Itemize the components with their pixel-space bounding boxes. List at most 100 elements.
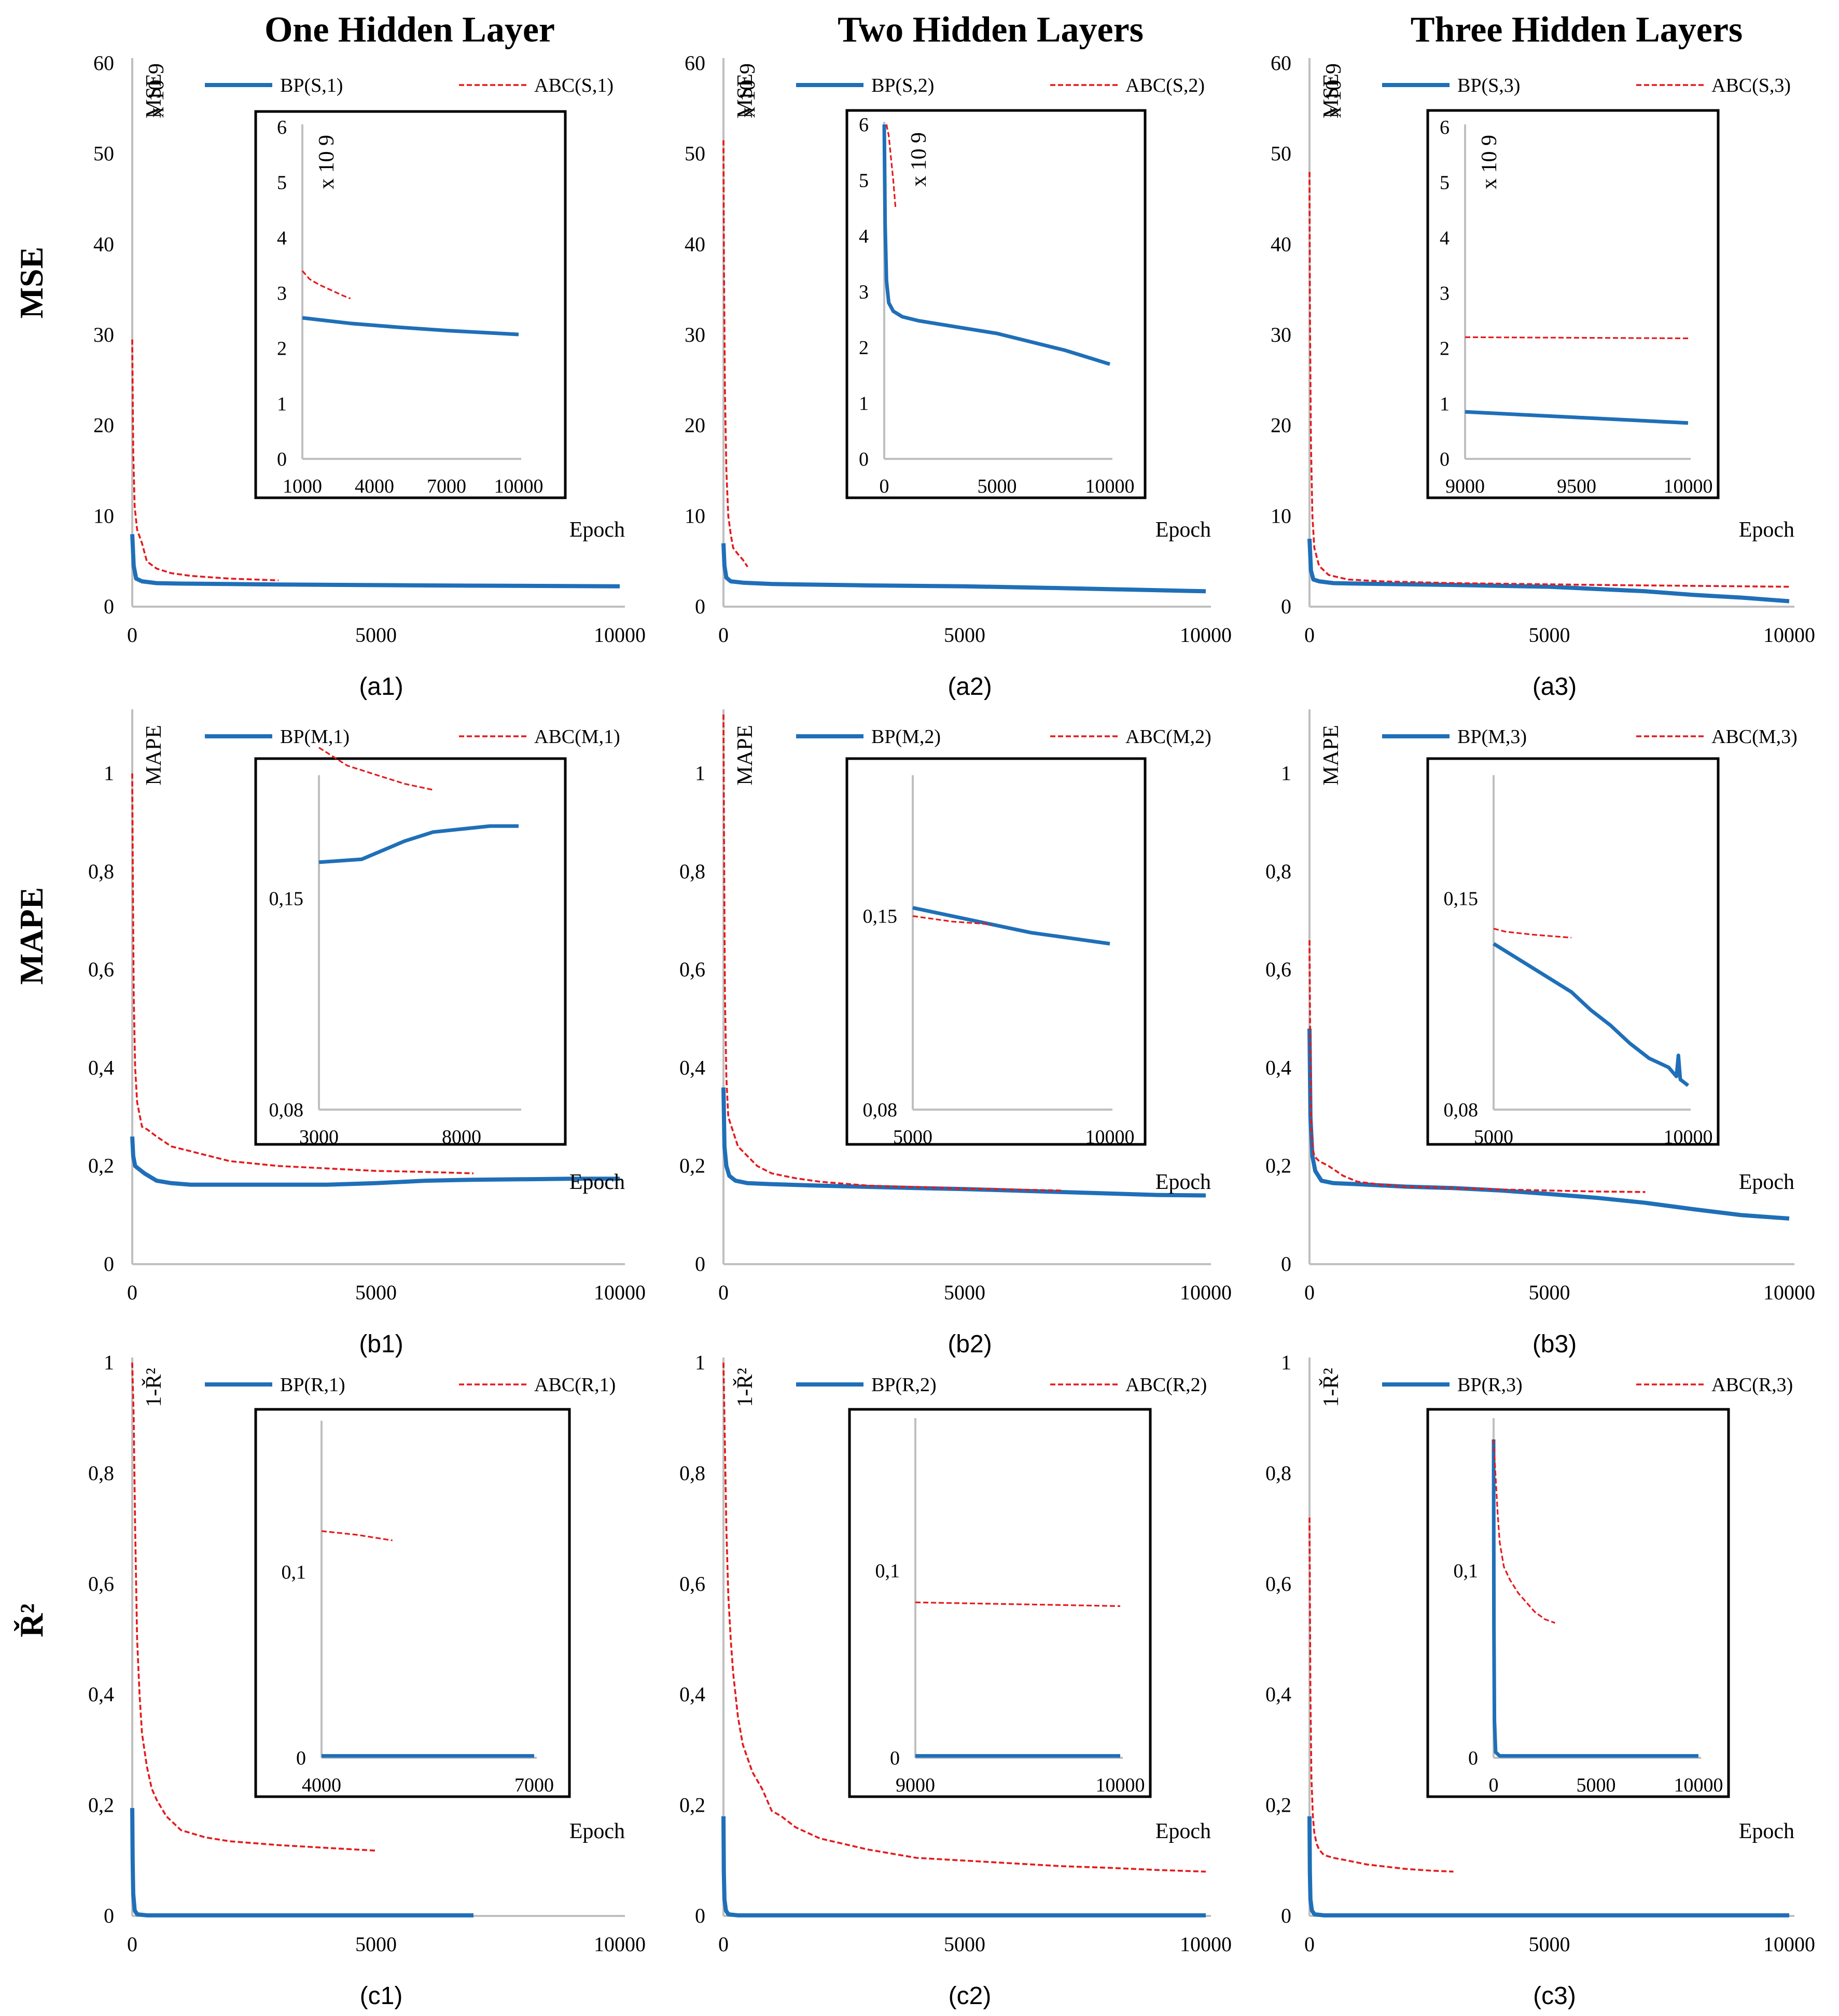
c2-inset: 0 0,1 9000 10000 [848,1408,1152,1798]
a3-abc-line [1308,172,1790,588]
b2-y-tick-label: 0,8 [679,860,705,883]
b1-y-tick-label: 0,8 [88,860,114,883]
c1-x-tick-label: 0 [127,1933,137,1956]
c2-y-tick-label: 1 [695,1351,705,1374]
b2-x-tick-label: 0 [718,1281,729,1304]
b3-inset-y-tick-label: 0,08 [1444,1099,1479,1121]
a2-x-axis-label: Epoch [1155,518,1211,542]
c3-y-tick-label: 0,2 [1265,1794,1291,1817]
a1-inset-y-tick-label: 2 [277,338,287,360]
c2-x-tick-label: 0 [718,1933,729,1956]
a2-inset-y-tick-label: 4 [859,226,869,247]
c1-y-tick-label: 0,4 [88,1683,114,1706]
c1-inset-abc-line [321,1530,393,1542]
b1-panel-label: (b1) [359,1331,403,1358]
b2-y-tick-label: 0,6 [679,958,705,981]
b1-inset-y-tick-label: 0,08 [269,1099,304,1121]
panel-c1: 0 0,2 0,4 0,6 0,8 1 0 5000 10000 1-Ř² Epoch (c1) BP(… [88,1351,646,2010]
a3-inset-x-tick-label: 9000 [1445,475,1485,497]
a1-legend-abc-label: ABC(S,1) [534,75,614,96]
a1-inset-abc-line [301,270,351,300]
a1-y-tick-label: 40 [93,232,114,256]
c3-y-tick-label: 0,4 [1265,1683,1291,1706]
a3-y-tick-label: 60 [1271,51,1291,75]
a1-scale-label: x 10 9 [145,63,169,118]
b2-y-axis-label: MAPE [733,725,757,786]
b2-abc-line [722,714,1062,1192]
row-title-mape: MAPE [13,887,50,985]
row-title-r2: Ř² [13,1603,50,1637]
b1-inset-bp-line [318,824,519,864]
b1-inset-abc-line [318,747,434,791]
b3-inset-y-tick-label: 0,15 [1444,888,1479,910]
a1-y-tick-label: 20 [93,414,114,437]
a2-inset-frame [845,109,1147,499]
b1-x-tick-label: 10000 [594,1281,646,1304]
c3-x-tick-label: 0 [1304,1933,1315,1956]
c1-y-tick-label: 0,6 [88,1572,114,1595]
c3-inset: 0 0,1 0 5000 10000 [1426,1408,1730,1798]
b1-x-tick-label: 5000 [355,1281,397,1304]
b3-abc-line [1308,940,1646,1193]
a2-inset-y-tick-label: 0 [859,449,869,470]
c3-inset-y-tick-label: 0,1 [1454,1560,1479,1582]
a2-y-tick-label: 60 [685,51,705,75]
b3-inset: 0,08 0,15 5000 10000 [1426,757,1720,1148]
b1-bp-line [130,1136,620,1187]
a3-inset-y-tick-label: 3 [1440,283,1450,304]
b3-panel-label: (b3) [1532,1331,1577,1358]
a2-y-tick-label: 20 [685,414,705,437]
a3-inset-y-tick-label: 0 [1440,449,1450,470]
a2-x-tick-label: 10000 [1180,623,1232,647]
a2-bp-line [721,543,1206,594]
column-title-one-layer: One Hidden Layer [264,10,555,50]
c2-bp-line [721,1816,1206,1917]
a1-y-tick-label: 30 [93,323,114,346]
b3-y-tick-label: 0,4 [1265,1056,1291,1079]
a2-inset-y-tick-label: 3 [859,282,869,303]
a2-y-tick-label: 50 [685,142,705,165]
a2-inset-x-tick-label: 0 [880,475,889,497]
a2-y-tick-label: 0 [695,595,705,618]
a3-y-tick-label: 0 [1281,595,1291,618]
a1-inset: 0 1 2 3 4 5 6 1000 4000 7000 10000 x 10 9 [254,110,567,499]
b2-bp-line [721,1087,1206,1198]
c2-y-tick-label: 0,6 [679,1572,705,1595]
a1-inset-y-tick-label: 0 [277,449,287,470]
b3-inset-abc-line [1493,928,1572,939]
a1-inset-y-tick-label: 6 [277,117,287,138]
b2-y-tick-label: 0,4 [679,1056,705,1079]
a3-inset-y-tick-label: 5 [1440,172,1450,194]
b1-inset-x-tick-label: 8000 [442,1126,481,1148]
b1-abc-line [131,773,474,1174]
a2-inset-bp-line [882,124,1111,366]
panel-b3: 0 0,2 0,4 0,6 0,8 1 0 5000 10000 MAPE Epoch (b3) BP(… [1265,709,1815,1358]
a3-inset-y-tick-label: 1 [1440,393,1450,415]
b2-legend-abc-label: ABC(M,2) [1125,726,1211,748]
a2-y-axis-label: MSE [733,74,757,118]
a2-x-tick-label: 5000 [944,623,985,647]
a3-scale-label: x 10 9 [1322,63,1346,118]
c3-legend-abc-label: ABC(R,3) [1711,1374,1793,1396]
b1-x-tick-label: 0 [127,1281,137,1304]
a1-y-tick-label: 60 [93,51,114,75]
a1-inset-scale-label: x 10 9 [315,135,339,189]
b1-x-axis-label: Epoch [569,1170,625,1194]
a1-inset-x-tick-label: 1000 [283,475,322,497]
b3-y-tick-label: 0,2 [1265,1154,1291,1178]
c2-inset-y-tick-label: 0,1 [875,1560,900,1582]
a2-panel-label: (a2) [948,673,992,701]
a1-bp-line [130,534,620,589]
a3-x-tick-label: 10000 [1763,623,1815,647]
c1-legend-abc-label: ABC(R,1) [534,1374,616,1396]
b2-inset-y-tick-label: 0,15 [863,906,898,928]
c3-x-tick-label: 5000 [1529,1933,1570,1956]
a3-legend-bp-label: BP(S,3) [1457,75,1520,96]
b1-y-tick-label: 0,6 [88,958,114,981]
a3-inset-bp-line [1465,410,1689,425]
c3-inset-bp-line [1492,1439,1698,1758]
c2-x-tick-label: 10000 [1180,1933,1232,1956]
b3-y-tick-label: 0 [1281,1252,1291,1276]
